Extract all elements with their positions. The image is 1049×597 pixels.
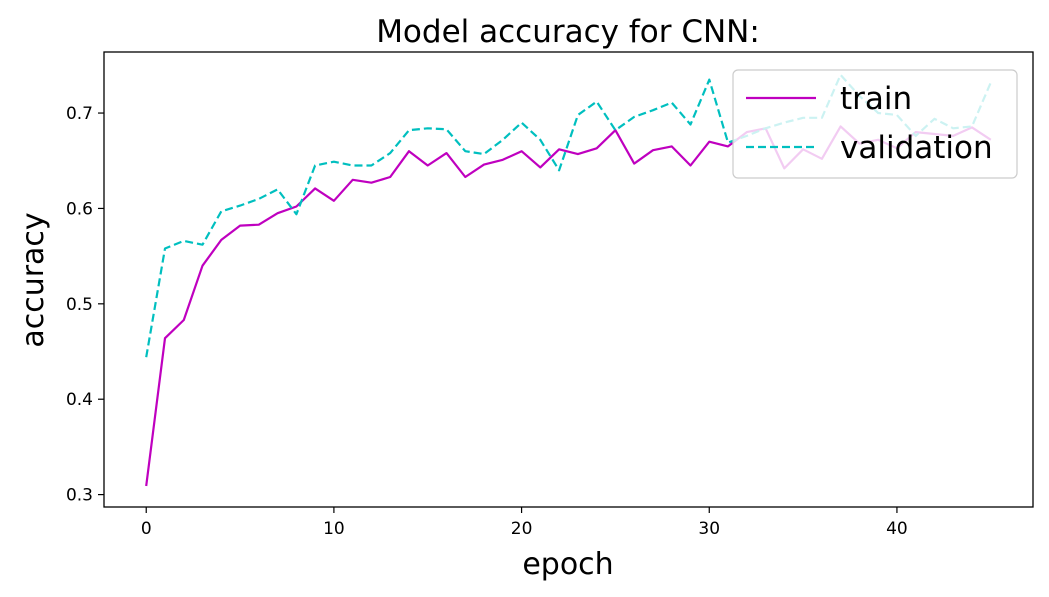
legend: train validation	[732, 69, 1018, 179]
plot-frame	[103, 51, 1034, 508]
legend-label-validation: validation	[840, 130, 993, 166]
y-tick-label: 0.3	[66, 486, 93, 506]
y-tick-label: 0.4	[66, 390, 93, 410]
y-axis-ticks: 0.3 0.4 0.5 0.6 0.7	[66, 104, 104, 506]
x-axis-label: epoch	[522, 547, 613, 582]
x-tick-label: 20	[511, 519, 533, 539]
y-tick-label: 0.6	[66, 199, 93, 219]
y-axis-label: accuracy	[16, 212, 51, 347]
series-line-train	[145, 125, 992, 487]
chart-title: Model accuracy for CNN:	[376, 14, 760, 50]
x-tick-label: 40	[886, 519, 908, 539]
x-tick-label: 10	[323, 519, 345, 539]
y-tick-label: 0.7	[66, 104, 93, 124]
x-tick-label: 30	[698, 519, 720, 539]
y-tick-label: 0.5	[66, 295, 93, 315]
x-tick-label: 0	[141, 519, 152, 539]
legend-label-train: train	[840, 81, 912, 117]
x-axis-ticks: 0 10 20 30 40	[141, 507, 908, 539]
